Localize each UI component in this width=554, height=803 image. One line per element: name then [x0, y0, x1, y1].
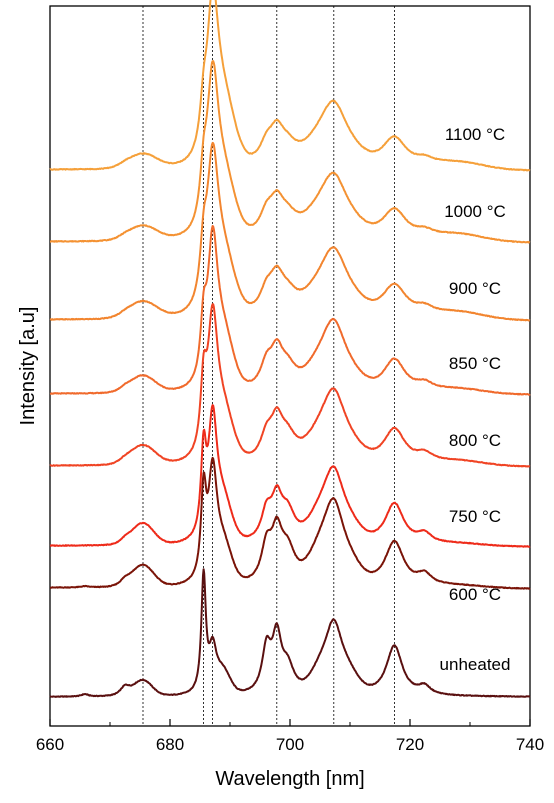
reference-lines — [142, 6, 395, 726]
series-line — [49, 60, 531, 244]
x-tick-label: 740 — [516, 735, 544, 754]
series-label: 900 °C — [449, 279, 501, 298]
y-axis-title: Intensity [a.u] — [17, 307, 39, 426]
series-label: 750 °C — [449, 507, 501, 526]
series-line — [49, 568, 531, 698]
series-label: 800 °C — [449, 431, 501, 450]
series-line — [49, 141, 531, 322]
x-tick-label: 680 — [156, 735, 184, 754]
series-label: 1000 °C — [444, 202, 506, 221]
x-tick-label: 720 — [396, 735, 424, 754]
series-group: unheated 600 °C 750 °C 800 °C 850 °C 900 °C 10… — [49, 0, 531, 698]
series-label: 600 °C — [449, 585, 501, 604]
series-line — [49, 456, 531, 590]
series-label: unheated — [440, 655, 511, 674]
x-axis-title: Wavelength [nm] — [215, 768, 364, 790]
series-line — [49, 303, 531, 468]
series-label: 1100 °C — [445, 125, 505, 144]
x-tick-label: 660 — [36, 735, 64, 754]
series-label: 850 °C — [449, 354, 501, 373]
series-line — [49, 225, 531, 396]
x-tick-label: 700 — [276, 735, 304, 754]
x-axis: 660 680 700 720 740 — [36, 719, 544, 754]
series-line — [49, 0, 531, 172]
series-line — [49, 404, 531, 548]
